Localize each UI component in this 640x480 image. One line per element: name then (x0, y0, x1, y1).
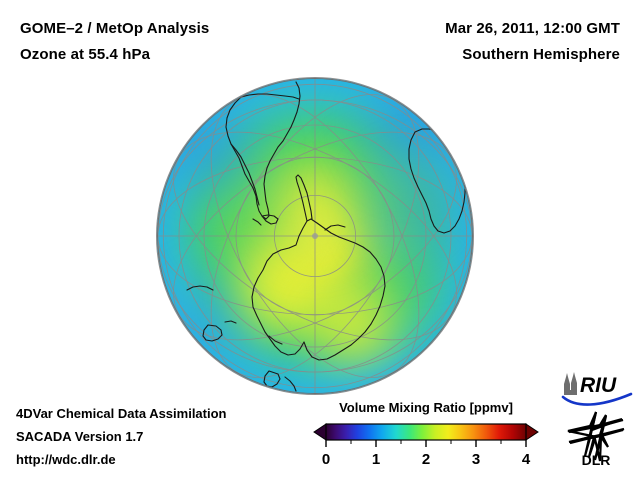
colorbar-tick-4: 4 (522, 451, 531, 468)
colorbar-tick-3: 3 (472, 451, 480, 468)
globe-disc (157, 78, 473, 394)
colorbar-scale: 0 1 2 3 4 (313, 423, 539, 468)
colorbar-title: Volume Mixing Ratio [ppmv] (339, 400, 513, 415)
globe-map (157, 78, 473, 394)
method-label: 4DVar Chemical Data Assimilation (16, 406, 227, 421)
riu-wordmark: RIU (580, 374, 617, 397)
colorbar-tick-2: 2 (422, 451, 430, 468)
header-right: Mar 26, 2011, 12:00 GMT Southern Hemisph… (445, 16, 620, 68)
colorbar-tick-0: 0 (322, 451, 330, 468)
dlr-pinwheel-icon (567, 411, 625, 462)
header-left: GOME–2 / MetOp Analysis Ozone at 55.4 hP… (20, 16, 209, 68)
colorbar: Volume Mixing Ratio [ppmv] (312, 400, 540, 473)
website-url[interactable]: http://wdc.dlr.de (16, 452, 116, 467)
region-label: Southern Hemisphere (462, 46, 620, 63)
dlr-logo: DLR (567, 411, 625, 468)
product-subtitle: Ozone at 55.4 hPa (20, 46, 151, 63)
riu-wave-icon (561, 392, 633, 406)
globe-limb (157, 78, 473, 394)
colorbar-tick-1: 1 (372, 451, 380, 468)
riu-logo: RIU (561, 372, 633, 406)
version-label: SACADA Version 1.7 (16, 429, 144, 444)
timestamp: Mar 26, 2011, 12:00 GMT (445, 20, 620, 37)
analysis-title: GOME–2 / MetOp Analysis (20, 20, 210, 37)
riu-spires-icon (564, 372, 577, 395)
footer-credits: 4DVar Chemical Data Assimilation SACADA … (16, 402, 227, 471)
dlr-wordmark: DLR (582, 452, 611, 468)
